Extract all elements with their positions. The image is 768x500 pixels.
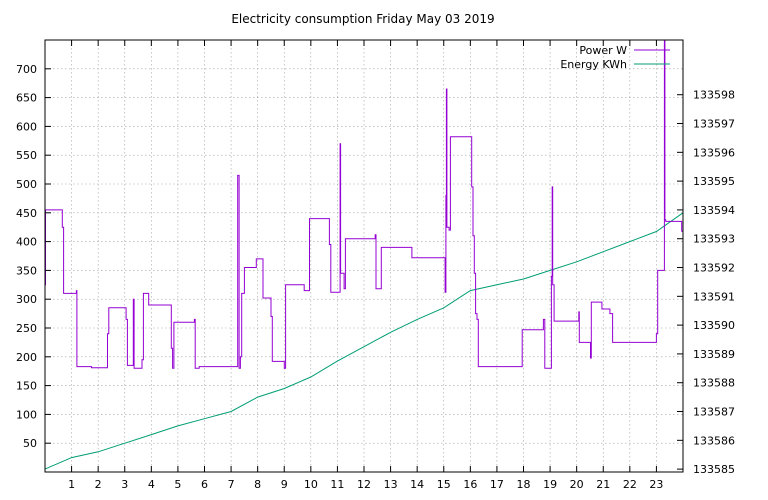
legend: Power W Energy KWh xyxy=(560,44,670,71)
y2-tick-label: 133585 xyxy=(693,463,735,476)
x-tick-label: 9 xyxy=(281,478,288,491)
y2-tick-label: 133588 xyxy=(693,377,735,390)
chart-title: Electricity consumption Friday May 03 20… xyxy=(231,12,494,26)
x-tick-label: 18 xyxy=(517,478,531,491)
grid xyxy=(45,40,683,472)
x-tick-label: 14 xyxy=(410,478,424,491)
y-tick-label: 550 xyxy=(16,149,37,162)
x-tick-label: 23 xyxy=(649,478,663,491)
x-tick-label: 13 xyxy=(384,478,398,491)
axis-ticks: 1 2 3 4 5 6 7 8 9 10 11 12 13 14 15 16 17 18 19 20 21 22 23501… xyxy=(16,40,735,491)
x-tick-label: 8 xyxy=(254,478,261,491)
y-tick-label: 100 xyxy=(16,408,37,421)
y-tick-label: 300 xyxy=(16,293,37,306)
x-tick-label: 4 xyxy=(148,478,155,491)
y2-tick-label: 133586 xyxy=(693,434,735,447)
y-tick-label: 500 xyxy=(16,178,37,191)
y2-tick-label: 133594 xyxy=(693,204,735,217)
x-tick-label: 11 xyxy=(330,478,344,491)
y2-tick-label: 133590 xyxy=(693,319,735,332)
y-tick-label: 50 xyxy=(23,437,37,450)
x-tick-label: 2 xyxy=(95,478,102,491)
y2-tick-label: 133591 xyxy=(693,290,735,303)
y-tick-label: 650 xyxy=(16,92,37,105)
x-tick-label: 16 xyxy=(463,478,477,491)
y2-tick-label: 133598 xyxy=(693,89,735,102)
x-tick-label: 10 xyxy=(304,478,318,491)
y2-tick-label: 133596 xyxy=(693,146,735,159)
y2-tick-label: 133597 xyxy=(693,118,735,131)
energy-series xyxy=(44,212,684,470)
x-tick-label: 3 xyxy=(121,478,128,491)
power-line xyxy=(45,39,684,369)
power-series xyxy=(45,39,684,369)
x-tick-label: 12 xyxy=(357,478,371,491)
y2-tick-label: 133589 xyxy=(693,348,735,361)
y-tick-label: 400 xyxy=(16,236,37,249)
x-tick-label: 5 xyxy=(174,478,181,491)
y-tick-label: 350 xyxy=(16,264,37,277)
legend-label-power: Power W xyxy=(579,44,627,57)
x-tick-label: 21 xyxy=(596,478,610,491)
y-tick-label: 150 xyxy=(16,380,37,393)
x-tick-label: 22 xyxy=(623,478,637,491)
x-tick-label: 1 xyxy=(68,478,75,491)
x-tick-label: 15 xyxy=(437,478,451,491)
y2-tick-label: 133587 xyxy=(693,406,735,419)
y2-tick-label: 133593 xyxy=(693,233,735,246)
y-tick-label: 250 xyxy=(16,322,37,335)
energy-line xyxy=(44,212,684,470)
x-tick-label: 19 xyxy=(543,478,557,491)
y2-tick-label: 133595 xyxy=(693,175,735,188)
x-tick-label: 7 xyxy=(228,478,235,491)
legend-label-energy: Energy KWh xyxy=(560,58,627,71)
x-tick-label: 20 xyxy=(570,478,584,491)
plot-frame xyxy=(44,39,684,473)
y2-tick-label: 133592 xyxy=(693,262,735,275)
y-tick-label: 600 xyxy=(16,120,37,133)
y-tick-label: 450 xyxy=(16,207,37,220)
y-tick-label: 700 xyxy=(16,63,37,76)
x-tick-label: 17 xyxy=(490,478,504,491)
x-tick-label: 6 xyxy=(201,478,208,491)
y-tick-label: 200 xyxy=(16,351,37,364)
